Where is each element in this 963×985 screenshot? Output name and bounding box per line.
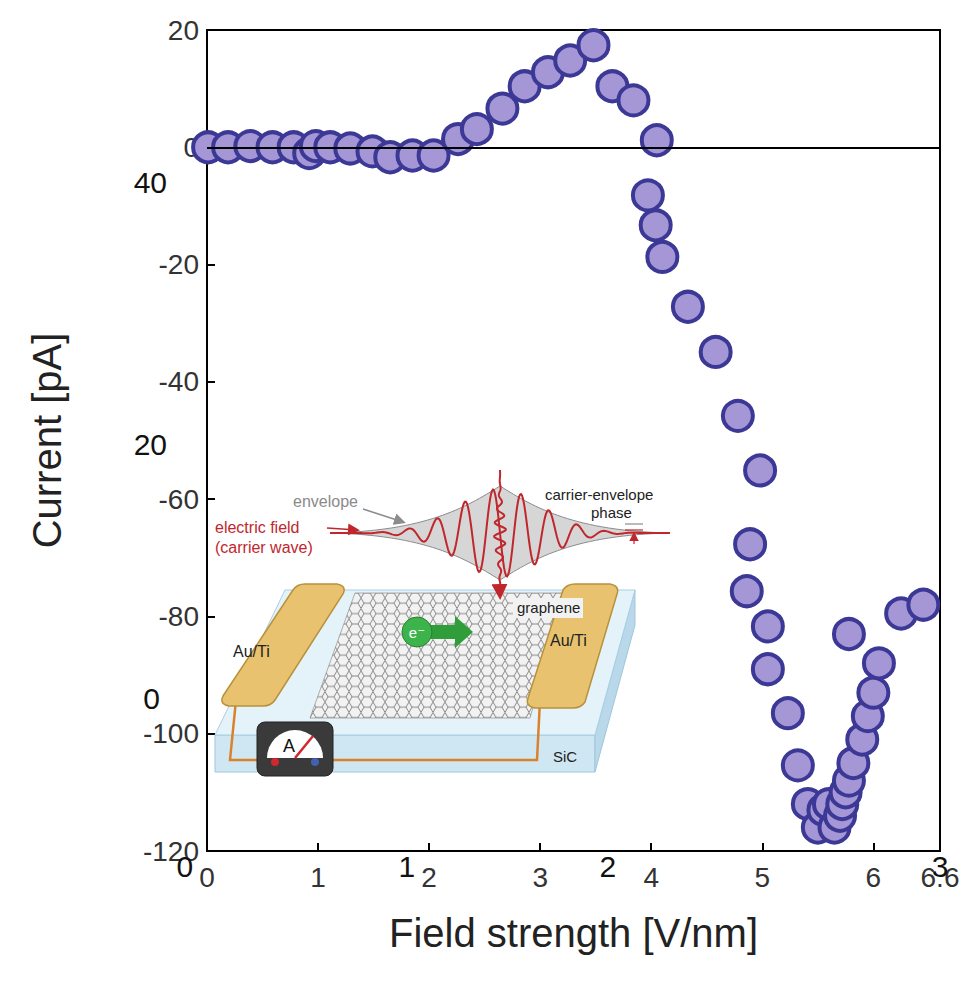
svg-text:2: 2 <box>600 850 617 883</box>
svg-text:6.6: 6.6 <box>920 861 960 893</box>
svg-text:6: 6 <box>866 862 882 893</box>
svg-text:Au/Ti: Au/Ti <box>233 643 270 660</box>
svg-text:-60: -60 <box>159 484 199 515</box>
svg-text:4: 4 <box>643 862 659 893</box>
svg-text:-40: -40 <box>159 366 199 397</box>
svg-text:40: 40 <box>134 166 167 199</box>
svg-text:Current [pA]: Current [pA] <box>25 333 69 549</box>
svg-text:1: 1 <box>310 862 326 893</box>
svg-text:-20: -20 <box>159 249 199 280</box>
svg-text:carrier-envelope: carrier-envelope <box>545 486 653 503</box>
svg-text:Field strength [V/nm]: Field strength [V/nm] <box>389 911 758 955</box>
svg-text:2: 2 <box>421 862 437 893</box>
svg-text:1: 1 <box>399 850 416 883</box>
svg-text:20: 20 <box>168 15 199 46</box>
svg-text:A: A <box>283 736 295 756</box>
svg-text:(carrier wave): (carrier wave) <box>215 539 313 556</box>
svg-text:-120: -120 <box>143 835 199 867</box>
svg-text:0: 0 <box>199 862 215 893</box>
svg-text:0: 0 <box>176 850 193 883</box>
svg-text:0: 0 <box>143 682 160 715</box>
svg-text:phase: phase <box>591 504 632 521</box>
svg-text:-80: -80 <box>159 601 199 632</box>
svg-text:Au/Ti: Au/Ti <box>550 632 587 649</box>
svg-text:SiC: SiC <box>553 748 577 765</box>
svg-text:electric field: electric field <box>215 519 299 536</box>
svg-text:20: 20 <box>134 428 167 461</box>
svg-text:3: 3 <box>932 850 949 883</box>
svg-text:3: 3 <box>532 862 548 893</box>
svg-text:graphene: graphene <box>517 599 580 616</box>
svg-text:e⁻: e⁻ <box>409 624 425 641</box>
svg-text:5: 5 <box>755 862 771 893</box>
svg-text:-100: -100 <box>143 718 199 749</box>
svg-text:envelope: envelope <box>293 493 358 510</box>
